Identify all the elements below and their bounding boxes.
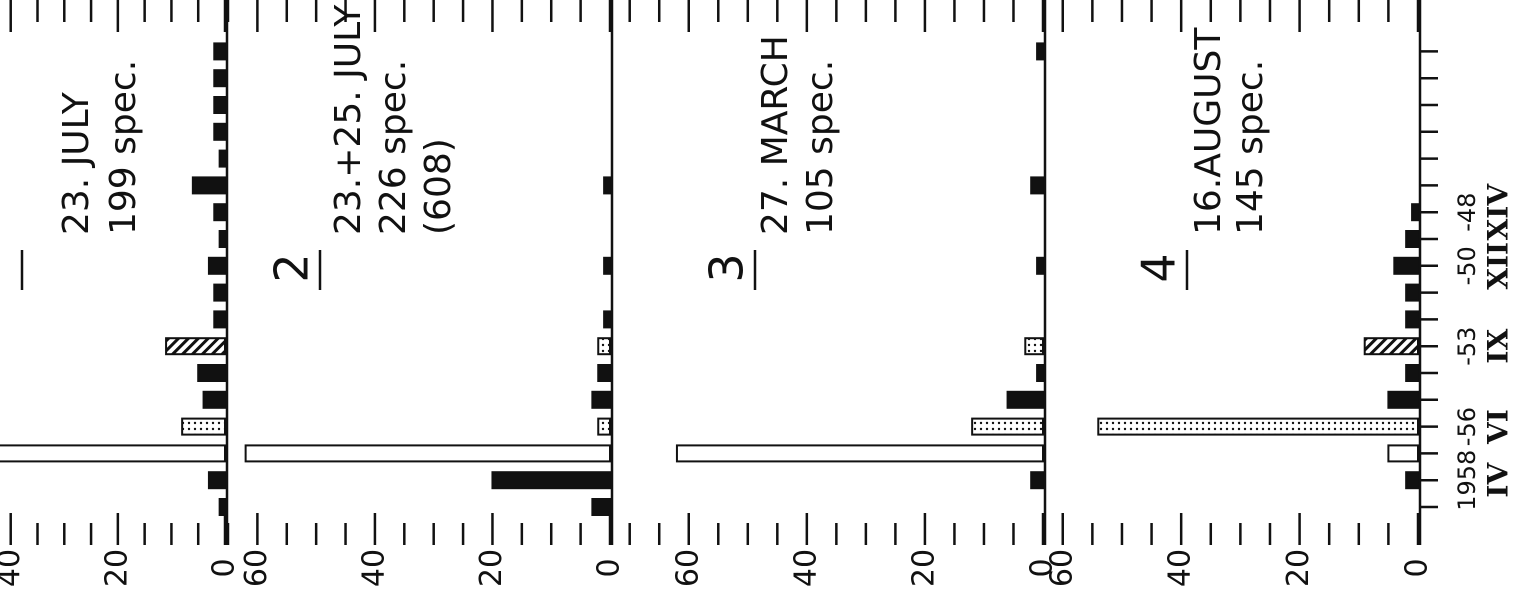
x-tick-label: 20 xyxy=(906,549,941,587)
panel-title: 23.+25. JULY xyxy=(328,4,369,235)
category-label: -56 xyxy=(1453,407,1481,446)
bar xyxy=(213,203,227,222)
bar xyxy=(1405,310,1419,329)
category-label: 1958 xyxy=(1453,450,1481,511)
bar xyxy=(1036,42,1045,61)
bar xyxy=(197,364,226,382)
x-tick-label: 20 xyxy=(1281,549,1316,587)
panel-number: 3 xyxy=(700,253,754,282)
panel-title: 27. MARCH xyxy=(755,35,796,235)
x-tick-label: 40 xyxy=(788,549,823,587)
x-tick-label: 0 xyxy=(207,558,242,577)
panel xyxy=(244,176,612,516)
bar xyxy=(1405,230,1419,248)
bar xyxy=(1030,471,1044,490)
bar xyxy=(191,176,227,195)
x-tick-label: 60 xyxy=(1044,549,1079,587)
x-tick-label: 0 xyxy=(592,558,627,577)
bar xyxy=(213,96,227,114)
bar xyxy=(1387,390,1420,409)
panel-subtitle: 145 spec. xyxy=(1230,60,1271,235)
bar xyxy=(181,417,226,436)
bar xyxy=(1097,417,1420,436)
bar xyxy=(1405,471,1419,490)
bar xyxy=(1405,283,1419,302)
bar xyxy=(207,471,227,490)
bar xyxy=(1405,364,1419,382)
bar xyxy=(1363,337,1419,356)
category-class: XIV xyxy=(1482,183,1515,241)
category-label: -50 xyxy=(1453,246,1481,285)
bar xyxy=(1024,337,1045,356)
category-label: -48 xyxy=(1453,193,1481,232)
bar xyxy=(218,498,226,516)
bar xyxy=(591,390,611,409)
bar xyxy=(207,256,227,275)
panel xyxy=(675,42,1045,490)
x-tick-label: 60 xyxy=(670,549,705,587)
x-tick-label: 20 xyxy=(99,549,134,587)
category-label: -53 xyxy=(1453,327,1481,366)
panel-note: (608) xyxy=(418,138,459,235)
panel-number: 4 xyxy=(1132,253,1186,282)
bar xyxy=(213,69,227,88)
bar xyxy=(244,444,611,463)
x-tick-label: 60 xyxy=(239,549,274,587)
bar xyxy=(1387,444,1420,463)
bar xyxy=(1411,203,1419,222)
bar xyxy=(491,471,612,490)
x-tick-label: 0 xyxy=(1025,558,1060,577)
panel-title: 23. JULY xyxy=(56,91,97,235)
bar xyxy=(165,337,226,356)
x-tick-label: 20 xyxy=(474,549,509,587)
bar xyxy=(603,310,611,329)
bar xyxy=(213,310,227,329)
panel-number: 2 xyxy=(265,253,319,282)
bar xyxy=(202,390,226,409)
category-class: IV xyxy=(1482,462,1515,498)
category-class: IX xyxy=(1482,329,1515,364)
bar xyxy=(1006,390,1044,409)
bar xyxy=(1393,256,1420,275)
bar xyxy=(1036,256,1045,275)
category-class: XII xyxy=(1482,242,1515,290)
category-class: VI xyxy=(1482,409,1515,445)
bar xyxy=(1030,176,1044,195)
bar xyxy=(1036,364,1045,382)
bar xyxy=(0,444,226,463)
panel-subtitle: 105 spec. xyxy=(800,60,841,235)
bar xyxy=(218,149,226,168)
panel xyxy=(1097,203,1420,490)
x-tick-label: 40 xyxy=(356,549,391,587)
bar xyxy=(597,364,612,382)
bar xyxy=(597,417,612,436)
bar xyxy=(675,444,1044,463)
x-tick-label: 40 xyxy=(1163,549,1198,587)
x-tick-label: 0 xyxy=(1400,558,1435,577)
bar xyxy=(591,498,611,516)
bar xyxy=(218,230,226,248)
panel xyxy=(0,42,227,516)
bar xyxy=(213,283,227,302)
panel-subtitle: 226 spec. xyxy=(373,60,414,235)
bar xyxy=(213,122,227,141)
bar xyxy=(971,417,1045,436)
bar xyxy=(597,337,612,356)
x-tick-label: 40 xyxy=(0,549,27,587)
bar xyxy=(603,176,611,195)
bar xyxy=(603,256,611,275)
panel-subtitle: 199 spec. xyxy=(103,60,144,235)
bar xyxy=(213,42,227,61)
panel-title: 16.AUGUST xyxy=(1188,27,1229,235)
